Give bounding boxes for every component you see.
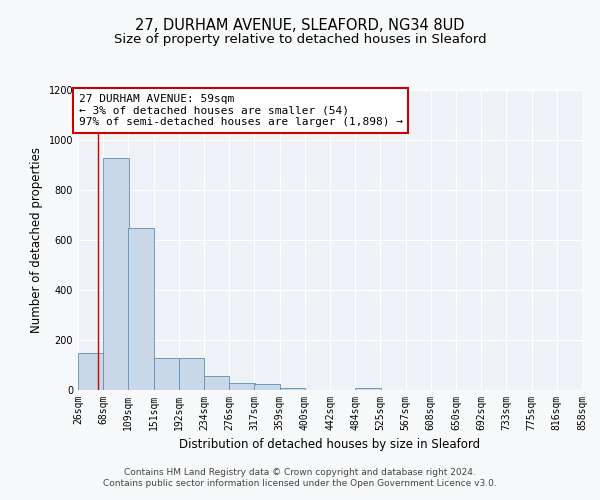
Bar: [254, 384, 280, 390]
Text: 27, DURHAM AVENUE, SLEAFORD, NG34 8UD: 27, DURHAM AVENUE, SLEAFORD, NG34 8UD: [135, 18, 465, 32]
Bar: [179, 358, 204, 390]
Y-axis label: Number of detached properties: Number of detached properties: [30, 147, 43, 333]
Bar: [355, 388, 381, 390]
Text: 27 DURHAM AVENUE: 59sqm
← 3% of detached houses are smaller (54)
97% of semi-det: 27 DURHAM AVENUE: 59sqm ← 3% of detached…: [79, 94, 403, 127]
Text: Contains HM Land Registry data © Crown copyright and database right 2024.
Contai: Contains HM Land Registry data © Crown c…: [103, 468, 497, 487]
Bar: [78, 352, 103, 390]
Bar: [204, 376, 229, 390]
Bar: [103, 158, 129, 390]
Bar: [280, 388, 305, 390]
X-axis label: Distribution of detached houses by size in Sleaford: Distribution of detached houses by size …: [179, 438, 481, 452]
Text: Size of property relative to detached houses in Sleaford: Size of property relative to detached ho…: [113, 32, 487, 46]
Bar: [229, 382, 255, 390]
Bar: [154, 358, 179, 390]
Bar: [128, 228, 154, 390]
